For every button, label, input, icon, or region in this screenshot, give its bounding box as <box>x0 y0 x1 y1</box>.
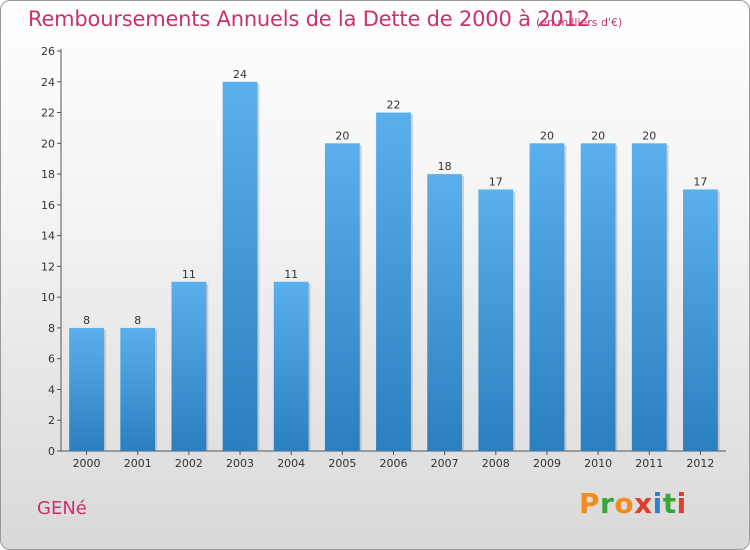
data-label: 20 <box>642 129 656 142</box>
bar <box>222 81 258 452</box>
y-tick-label: 18 <box>41 168 55 181</box>
bar <box>376 112 411 452</box>
logo-letter: i <box>676 487 687 520</box>
x-tick-label: 2003 <box>226 457 254 470</box>
y-tick-label: 14 <box>41 230 55 243</box>
data-label: 20 <box>540 129 554 142</box>
y-tick-label: 20 <box>41 137 55 150</box>
data-label: 11 <box>284 268 298 281</box>
y-tick-label: 0 <box>48 445 55 458</box>
x-tick-label: 2004 <box>277 457 305 470</box>
x-tick-label: 2012 <box>686 457 714 470</box>
bar <box>324 143 360 452</box>
bar <box>631 143 667 452</box>
x-tick-label: 2006 <box>380 457 408 470</box>
chart-title: Remboursements Annuels de la Dette de 20… <box>28 7 590 31</box>
y-tick-label: 8 <box>48 322 55 335</box>
y-tick-label: 10 <box>41 291 55 304</box>
data-label: 17 <box>693 175 707 188</box>
logo-letter: i <box>652 487 663 520</box>
y-tick-label: 26 <box>41 45 55 58</box>
data-label: 17 <box>489 175 503 188</box>
bar <box>273 281 309 451</box>
y-tick-label: 4 <box>48 383 55 396</box>
data-label: 11 <box>182 268 196 281</box>
data-label: 8 <box>83 314 90 327</box>
y-tick-label: 16 <box>41 199 55 212</box>
bar <box>69 327 104 451</box>
data-label: 24 <box>233 68 247 81</box>
bar <box>478 189 514 451</box>
commune-name: GENé <box>37 498 87 519</box>
logo-letter: o <box>614 487 635 520</box>
unit-label: (en milliers d'€) <box>536 16 623 29</box>
x-tick-label: 2011 <box>635 457 663 470</box>
y-tick-label: 2 <box>48 414 55 427</box>
x-tick-label: 2008 <box>482 457 510 470</box>
proxiti-logo[interactable]: Proxiti <box>579 487 687 520</box>
bar <box>529 143 565 452</box>
x-tick-label: 2010 <box>584 457 612 470</box>
data-label: 20 <box>335 129 349 142</box>
x-tick-label: 2000 <box>73 457 101 470</box>
y-tick-label: 12 <box>41 260 55 273</box>
bar <box>683 189 718 451</box>
x-tick-label: 2007 <box>431 457 459 470</box>
y-tick-label: 24 <box>41 76 55 89</box>
data-label: 22 <box>387 99 401 112</box>
bar <box>580 143 616 452</box>
logo-letter: r <box>600 487 615 520</box>
x-tick-label: 2005 <box>328 457 356 470</box>
data-label: 18 <box>438 160 452 173</box>
x-tick-label: 2001 <box>124 457 152 470</box>
data-label: 8 <box>134 314 141 327</box>
logo-letter: x <box>634 487 653 520</box>
logo-letter: t <box>662 487 677 520</box>
y-tick-label: 22 <box>41 107 55 120</box>
y-tick-label: 6 <box>48 353 55 366</box>
x-tick-label: 2002 <box>175 457 203 470</box>
data-label: 20 <box>591 129 605 142</box>
bar <box>427 174 463 452</box>
bar <box>120 327 156 451</box>
logo-letter: P <box>579 487 601 520</box>
bar <box>171 281 207 451</box>
x-tick-label: 2009 <box>533 457 561 470</box>
